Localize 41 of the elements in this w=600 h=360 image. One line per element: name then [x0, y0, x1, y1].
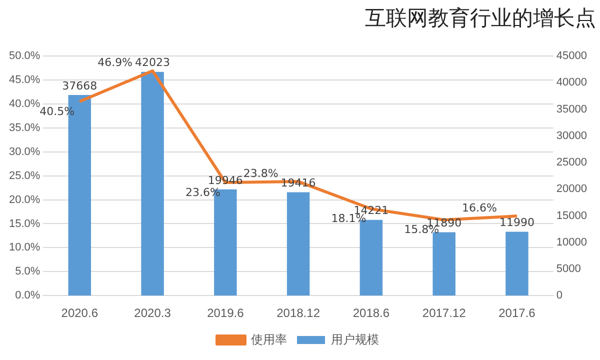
- x-tick-label: 2020.3: [134, 306, 172, 320]
- x-tick-label: 2018.12: [276, 306, 320, 320]
- y-tick-label: 20000: [556, 183, 588, 196]
- data-label: 42023: [135, 56, 170, 70]
- y-tick-label: 0: [556, 290, 563, 302]
- x-tick-label: 2017.6: [498, 306, 536, 320]
- bar: [506, 232, 528, 296]
- y2-tick-label: 35.0%: [8, 122, 40, 134]
- y2-tick-label: 20.0%: [8, 194, 40, 206]
- y-tick-label: 10000: [556, 236, 588, 248]
- y2-tick-label: 45.0%: [8, 74, 40, 86]
- legend-label: 使用率: [251, 332, 287, 346]
- y2-tick-label: 30.0%: [8, 146, 40, 158]
- data-label: 11990: [499, 216, 534, 230]
- x-tick-label: 2020.6: [61, 306, 98, 320]
- y2-tick-label: 0.0%: [15, 290, 40, 302]
- data-label: 23.8%: [243, 166, 278, 180]
- y-tick-label: 45000: [556, 50, 588, 62]
- x-tick-label: 2019.6: [207, 306, 244, 320]
- legend-label: 用户规模: [331, 332, 379, 346]
- y-tick-label: 40000: [556, 76, 588, 89]
- y2-tick-label: 10.0%: [8, 242, 40, 254]
- bar: [286, 192, 310, 296]
- y-tick-label: 25000: [556, 156, 588, 169]
- data-label: 16.6%: [462, 201, 497, 214]
- y2-tick-label: 25.0%: [8, 170, 40, 182]
- bar: [141, 72, 164, 296]
- x-tick-label: 2018.6: [352, 306, 390, 320]
- chart-title: 互联网教育行业的增长点: [365, 5, 596, 32]
- y-tick-label: 15000: [556, 210, 588, 222]
- y2-tick-label: 40.0%: [8, 98, 40, 110]
- y2-tick-label: 5.0%: [15, 266, 40, 278]
- y-tick-label: 35000: [556, 103, 588, 116]
- y2-tick-label: 15.0%: [8, 218, 40, 230]
- x-tick-label: 2017.12: [422, 306, 466, 320]
- y2-tick-label: 50.0%: [8, 50, 40, 62]
- bar: [432, 232, 456, 296]
- y-tick-label: 5000: [556, 263, 581, 276]
- data-label: 37668: [62, 79, 98, 92]
- y-tick-label: 30000: [556, 130, 588, 142]
- data-label: 46.9%: [98, 56, 133, 70]
